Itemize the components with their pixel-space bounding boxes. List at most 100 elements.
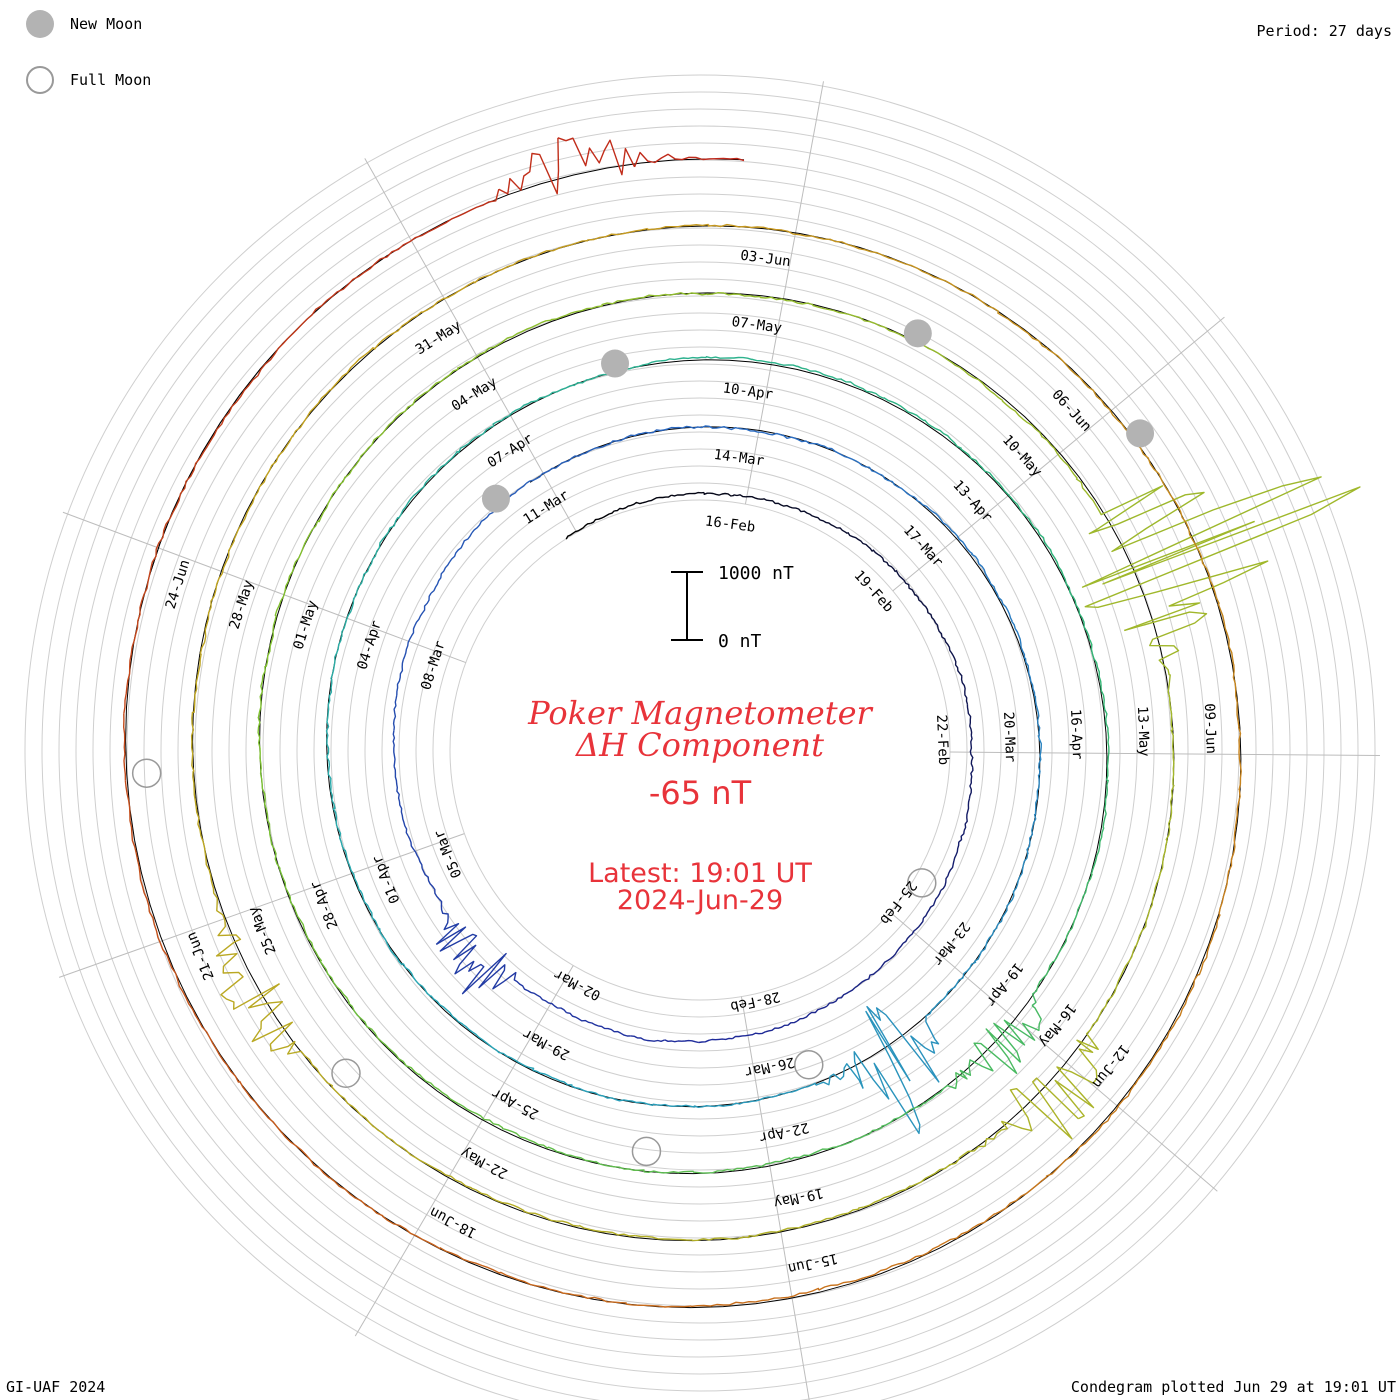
trace-segment	[707, 223, 770, 230]
trace-segment	[971, 553, 995, 588]
date-tick-label: 13-May	[1134, 706, 1152, 757]
trace-segment	[796, 365, 842, 380]
trace-segment	[993, 585, 1013, 622]
trace-segment	[595, 1160, 645, 1172]
trace-segment	[1054, 1039, 1098, 1120]
trace-segment	[994, 1175, 1048, 1215]
trace-segment	[190, 712, 195, 772]
trace-segment	[425, 450, 458, 484]
scale-bottom-label: 0 nT	[718, 631, 762, 652]
trace-segment	[763, 498, 793, 509]
date-tick-label: 16-May	[1035, 1000, 1079, 1050]
trace-segment	[499, 1271, 563, 1294]
trace-segment	[701, 425, 740, 431]
trace-segment	[134, 846, 151, 913]
trace-segment	[940, 860, 955, 892]
trace-segment	[502, 319, 552, 343]
trace-segment	[439, 1246, 501, 1274]
trace-segment	[829, 238, 889, 259]
trace-segment	[698, 1037, 733, 1044]
trace-segment	[330, 1086, 375, 1128]
trace-segment	[735, 1095, 777, 1105]
scale-bar	[671, 571, 703, 641]
legend-full-moon: Full Moon	[26, 64, 151, 96]
date-tick-label: 13-Apr	[949, 477, 995, 525]
legend-new-moon: New Moon	[26, 8, 142, 40]
date-tick-label: 24-Jun	[163, 558, 194, 611]
trace-segment	[329, 347, 374, 391]
trace-segment	[871, 549, 896, 573]
trace-segment	[671, 491, 705, 497]
trace-segment	[492, 400, 533, 426]
grid-ring	[262, 312, 1138, 1188]
date-tick-label: 07-Apr	[485, 431, 536, 472]
trace-segment	[995, 890, 1015, 928]
trace-segment	[296, 915, 322, 962]
trace-segment	[664, 1039, 699, 1044]
trace-segment	[887, 257, 946, 282]
grid-ring	[92, 142, 1308, 1358]
date-tick-label: 14-Mar	[713, 447, 765, 470]
trace-segment	[355, 555, 377, 596]
trace-segment	[902, 917, 925, 944]
trace-segment	[278, 868, 299, 917]
date-tick-label: 03-Jun	[739, 248, 791, 271]
trace-segment	[993, 1005, 1042, 1063]
trace-segment	[1102, 779, 1109, 828]
trace-segment	[449, 532, 473, 563]
trace-segment	[820, 519, 848, 535]
trace-segment	[123, 647, 133, 714]
full-moon-marker	[907, 868, 937, 898]
trace-segment	[601, 294, 655, 307]
trace-segment	[503, 971, 538, 996]
trace-segment	[393, 766, 401, 802]
trace-segment	[374, 516, 399, 557]
trace-segment	[1111, 945, 1137, 998]
grid-ring	[381, 431, 1019, 1069]
trace-segment	[169, 457, 201, 519]
trace-segment	[1217, 603, 1235, 665]
trace-segment	[1153, 839, 1168, 895]
trace-segment	[148, 911, 177, 974]
trace-segment	[883, 397, 925, 422]
trace-segment	[1238, 726, 1242, 791]
trace-segment	[205, 1031, 241, 1083]
trace-segment	[419, 1159, 472, 1189]
plotted-timestamp: Condegram plotted Jun 29 at 19:01 UT	[1070, 1378, 1396, 1396]
grid-ring	[415, 465, 985, 1035]
trace-segment	[958, 1120, 1008, 1159]
trace-segment	[407, 835, 423, 869]
trace-segment	[853, 1010, 921, 1135]
trace-segment	[557, 137, 636, 176]
period-label: Period: 27 days	[1256, 22, 1392, 40]
trace-segment	[378, 927, 404, 966]
trace-segment	[938, 1213, 996, 1247]
full-moon-marker	[131, 758, 162, 788]
data-trace	[123, 137, 1361, 1308]
date-tick-label: 04-May	[449, 374, 500, 415]
trace-segment	[380, 225, 441, 260]
trace-segment	[910, 1157, 961, 1188]
trace-segment	[470, 1187, 525, 1212]
trace-segment	[733, 494, 764, 500]
trace-segment	[372, 311, 423, 350]
latest-date: 2024-Jun-29	[616, 885, 784, 916]
grid-ring	[211, 261, 1189, 1239]
trace-segment	[495, 1049, 535, 1071]
trace-segment	[317, 476, 346, 523]
trace-segment	[858, 1185, 912, 1209]
grid-ring	[109, 159, 1291, 1341]
trace-segment	[414, 368, 459, 401]
trace-segment	[378, 399, 417, 438]
trace-segment	[418, 1073, 460, 1105]
trace-segment	[1134, 1030, 1170, 1086]
trace-segment	[578, 1224, 636, 1237]
trace-segment	[1046, 348, 1095, 392]
trace-segment	[247, 983, 296, 1052]
date-tick-label: 04-Apr	[354, 619, 385, 672]
grid-spoke	[892, 316, 1225, 592]
new-moon-icon	[26, 10, 54, 38]
trace-segment	[614, 501, 643, 512]
trace-segment	[703, 492, 735, 497]
